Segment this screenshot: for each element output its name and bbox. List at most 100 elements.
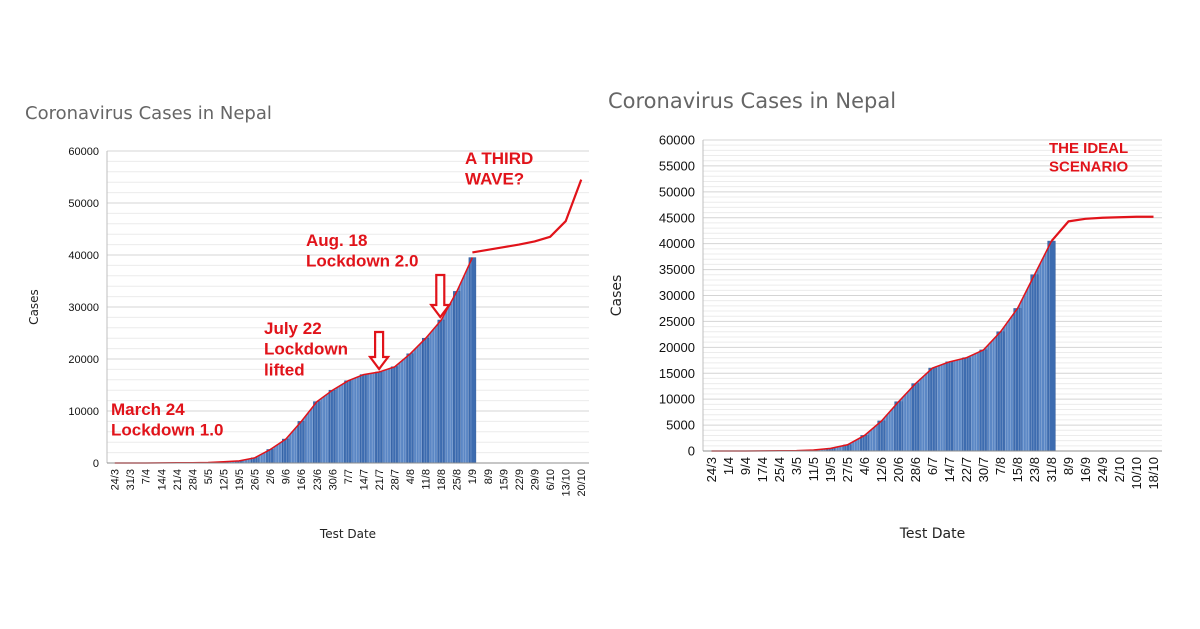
x-tick-label: 22/9: [514, 469, 526, 490]
y-tick-label: 10000: [68, 406, 99, 418]
x-tick-label: 2/6: [265, 469, 277, 484]
projection-line: [1050, 215, 1154, 242]
x-tick-label: 25/4: [772, 457, 787, 482]
x-tick-label: 21/7: [374, 469, 386, 490]
annotation: Aug. 18 Lockdown 2.0: [306, 231, 418, 271]
x-tick-label: 20/10: [576, 469, 588, 497]
x-tick-label: 19/5: [234, 469, 246, 490]
x-tick-label: 10/10: [1129, 457, 1144, 490]
y-tick-label: 50000: [68, 198, 99, 210]
y-tick-label: 40000: [659, 236, 695, 251]
x-tick-label: 19/5: [823, 457, 838, 482]
annotation: A THIRD WAVE?: [465, 149, 533, 189]
x-tick-label: 13/10: [561, 469, 573, 497]
x-tick-label: 14/4: [156, 469, 168, 490]
chart-title: Coronavirus Cases in Nepal: [25, 103, 272, 124]
y-tick-label: 20000: [659, 340, 695, 355]
x-tick-label: 9/6: [281, 469, 293, 484]
y-tick-label: 30000: [659, 288, 695, 303]
x-tick-label: 7/8: [993, 457, 1008, 475]
chart-left: Coronavirus Cases in Nepal 0 10000 20000 30…: [25, 103, 589, 541]
bar: [945, 361, 954, 452]
annotation: July 22 Lockdown lifted: [264, 319, 348, 379]
y-tick-label: 60000: [659, 133, 695, 148]
bar: [996, 331, 1005, 452]
x-tick-label: 24/9: [1095, 457, 1110, 482]
annotation: March 24 Lockdown 1.0: [111, 400, 223, 440]
x-axis-label: Test Date: [319, 527, 376, 541]
y-tick-label: 0: [688, 444, 695, 459]
x-tick-label: 7/4: [141, 469, 153, 484]
x-tick-label: 6/10: [545, 469, 557, 490]
bar: [313, 401, 321, 464]
x-tick-label: 26/5: [250, 469, 262, 490]
x-tick-label: 1/9: [467, 469, 479, 484]
y-tick-label: 5000: [666, 418, 695, 433]
bar: [911, 383, 920, 452]
bar: [282, 438, 290, 464]
x-tick-label: 11/8: [421, 469, 433, 490]
x-tick-label: 6/7: [925, 457, 940, 475]
bar: [297, 421, 306, 464]
chart-right: Coronavirus Cases in Nepal 0 5000 10000 150…: [600, 0, 1200, 629]
x-tick-label: 1/4: [721, 457, 736, 475]
annotation-arrow: [367, 330, 391, 371]
bar: [453, 291, 461, 464]
x-tick-label: 4/6: [857, 457, 872, 475]
y-tick-label: 50000: [659, 184, 695, 199]
x-tick-label: 16/6: [296, 469, 308, 490]
x-tick-label: 14/7: [942, 457, 957, 482]
annotation-line: March 24: [111, 400, 185, 419]
x-tick-label: 28/6: [908, 457, 923, 482]
x-tick-label: 2/10: [1112, 457, 1127, 482]
annotation-line: July 22: [264, 319, 322, 338]
x-tick-label: 3/5: [789, 457, 804, 475]
x-tick-label: 24/3: [704, 457, 719, 482]
y-axis-label: Cases: [609, 275, 625, 317]
bar: [421, 337, 430, 464]
bar: [1030, 274, 1039, 452]
bar-area: [114, 257, 473, 463]
annotation-line: Aug. 18: [306, 231, 367, 250]
annotation: THE IDEAL SCENARIO: [1049, 140, 1129, 175]
annotation-line: SCENARIO: [1049, 158, 1129, 175]
x-tick-label: 18/10: [1146, 457, 1161, 490]
y-tick-label: 20000: [68, 354, 99, 366]
y-tick-label: 25000: [659, 314, 695, 329]
annotation-line: Lockdown: [264, 340, 348, 359]
chart-left-plot: 0 10000 20000 30000 40000 50000 60000 24/3 31/3 7…: [27, 146, 589, 541]
x-axis-label: Test Date: [899, 526, 965, 542]
bar: [375, 371, 383, 464]
annotation-line: THE IDEAL: [1049, 140, 1128, 157]
x-tick-label: 14/7: [358, 469, 370, 490]
x-tick-label: 17/4: [755, 457, 770, 482]
bar: [860, 435, 869, 452]
x-tick-label: 29/9: [529, 469, 541, 490]
annotation-line: Lockdown 2.0: [306, 252, 418, 271]
y-tick-label: 35000: [659, 262, 695, 277]
bar: [359, 374, 368, 464]
x-tick-label: 7/7: [343, 469, 355, 484]
x-tick-label: 12/5: [218, 469, 230, 490]
chart-title: Coronavirus Cases in Nepal: [608, 89, 897, 113]
bar-series: [111, 257, 477, 464]
x-tick-label: 28/7: [389, 469, 401, 490]
bar: [979, 349, 988, 452]
projection-line: [472, 179, 583, 254]
annotation-arrow: [429, 273, 452, 319]
x-tick-label: 22/7: [959, 457, 974, 482]
x-tick-label: 30/7: [976, 457, 991, 482]
bar: [328, 389, 337, 464]
y-tick-label: 15000: [659, 366, 695, 381]
y-tick-label: 0: [93, 458, 99, 470]
x-tick-label: 12/6: [874, 457, 889, 482]
bar: [1047, 240, 1056, 452]
x-tick-label: 28/4: [187, 469, 199, 490]
x-tick-label: 15/8: [1010, 457, 1025, 482]
bar: [1013, 308, 1022, 452]
x-tick-label: 11/5: [806, 457, 821, 481]
annotation-line: WAVE?: [465, 170, 524, 189]
x-tick-label: 27/5: [840, 457, 855, 482]
x-tick-label: 15/9: [498, 469, 510, 490]
x-tick-label: 25/8: [452, 469, 464, 490]
